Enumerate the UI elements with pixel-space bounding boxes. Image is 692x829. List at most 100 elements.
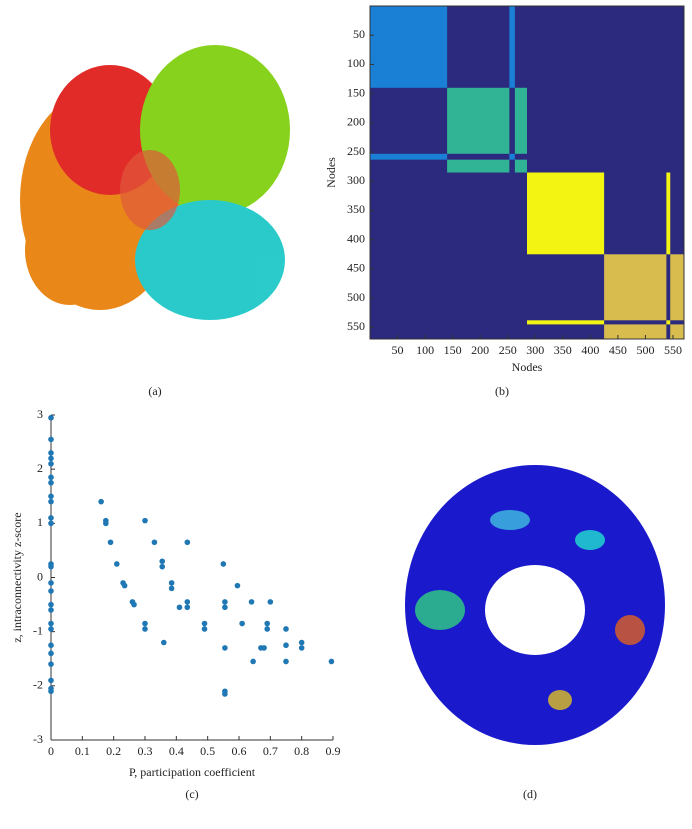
x-tick-label: 0.3 (138, 744, 153, 758)
point (161, 639, 167, 646)
module-block (604, 324, 667, 339)
point (48, 607, 54, 613)
module-block (666, 320, 671, 325)
point (48, 677, 54, 684)
point (184, 539, 191, 546)
y-tick-label: 550 (347, 319, 365, 333)
point (298, 639, 305, 646)
y-tick-label: -2 (33, 678, 43, 692)
point (267, 599, 274, 605)
plot-frame (369, 5, 685, 340)
point (48, 642, 54, 649)
y-tick-label: 2 (37, 461, 43, 475)
x-tick-label: 0.7 (263, 744, 278, 758)
point (107, 539, 114, 546)
point (48, 479, 54, 486)
x-axis-label: Nodes (512, 360, 543, 374)
x-tick-label: 0.4 (169, 744, 184, 758)
point (283, 642, 289, 649)
point (222, 645, 228, 651)
x-tick-label: 400 (581, 343, 599, 357)
y-axis-label: Nodes (324, 157, 338, 188)
point (250, 658, 256, 665)
x-tick-label: 100 (416, 343, 434, 357)
module-block (514, 159, 527, 173)
point (264, 626, 271, 632)
point (48, 520, 54, 527)
point (220, 561, 227, 567)
module-block (447, 159, 510, 173)
caption: (c) (185, 787, 198, 801)
point (48, 580, 54, 586)
point (48, 436, 54, 443)
point (142, 517, 148, 524)
point (248, 599, 255, 605)
module-block (604, 254, 667, 321)
module-block (527, 172, 605, 255)
point (239, 620, 245, 627)
point (222, 604, 228, 611)
caption: (a) (148, 384, 161, 398)
y-tick-label: 400 (347, 231, 365, 245)
x-tick-label: 350 (554, 343, 572, 357)
y-tick-label: -3 (33, 732, 43, 746)
y-tick-label: 0 (37, 569, 43, 583)
point (184, 599, 191, 605)
point (48, 498, 54, 505)
x-tick-label: 500 (636, 343, 654, 357)
x-tick-label: 50 (392, 343, 404, 357)
x-tick-label: 150 (444, 343, 462, 357)
y-tick-label: 3 (37, 407, 43, 421)
module-block (509, 6, 515, 88)
point (159, 558, 166, 565)
point (222, 691, 228, 697)
x-tick-label: 0.6 (232, 744, 247, 758)
point (168, 585, 175, 592)
point (48, 450, 54, 456)
module-block (670, 254, 684, 321)
point (48, 626, 54, 632)
y-tick-label: 100 (347, 56, 365, 70)
point (201, 626, 208, 632)
point (264, 620, 271, 627)
x-tick-label: 0.5 (200, 744, 215, 758)
y-tick-label: 50 (353, 27, 365, 41)
module-block (370, 6, 448, 88)
x-tick-label: 300 (526, 343, 544, 357)
point (283, 626, 289, 632)
point (283, 658, 289, 665)
point (184, 604, 191, 611)
point (48, 563, 54, 570)
protein-image-d (405, 465, 665, 745)
point (48, 650, 54, 657)
point (48, 414, 54, 421)
point (142, 620, 148, 627)
y-tick-label: 500 (347, 290, 365, 304)
point (48, 455, 54, 462)
module-block (666, 172, 671, 255)
point (201, 620, 208, 627)
point (131, 601, 137, 608)
point (114, 561, 120, 567)
caption: (d) (523, 787, 537, 801)
point (222, 599, 228, 605)
x-tick-label: 0.2 (106, 744, 121, 758)
x-tick-label: 0.1 (75, 744, 90, 758)
module-block (514, 87, 527, 154)
module-block (370, 153, 448, 160)
point (48, 620, 54, 627)
protein-image-a (20, 45, 290, 320)
point (159, 563, 166, 570)
point (298, 645, 305, 651)
x-tick-label: 0 (48, 744, 54, 758)
y-tick-label: 1 (37, 515, 43, 529)
x-tick-label: 250 (499, 343, 517, 357)
y-tick-label: 200 (347, 115, 365, 129)
module-block (509, 153, 515, 160)
point (48, 515, 54, 521)
y-tick-label: 150 (347, 85, 365, 99)
point (121, 582, 128, 589)
x-tick-label: 0.8 (294, 744, 309, 758)
point (142, 626, 148, 632)
